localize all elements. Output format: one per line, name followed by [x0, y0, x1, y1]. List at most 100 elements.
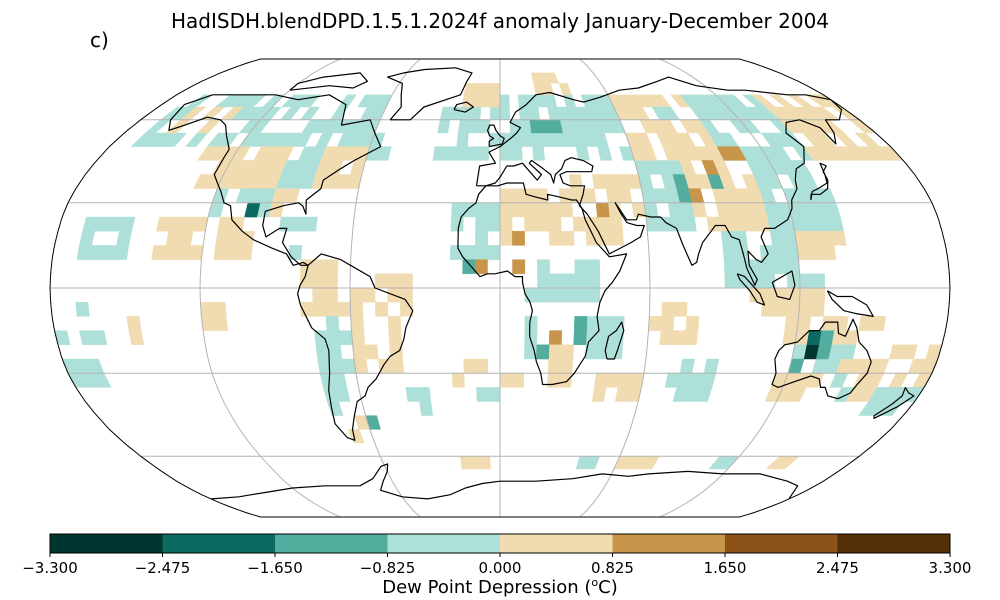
colorbar-label: Dew Point Depression (oC) — [382, 576, 618, 598]
anomaly-cell — [238, 245, 253, 260]
anomaly-cell — [605, 188, 621, 204]
anomaly-cell — [454, 146, 468, 161]
anomaly-cell — [727, 146, 747, 161]
anomaly-cell — [351, 330, 366, 345]
map-title: HadISDH.blendDPD.1.5.1.2024f anomaly Jan… — [170, 9, 830, 33]
anomaly-cell — [535, 188, 549, 204]
anomaly-cell — [701, 160, 720, 175]
colorbar-segment — [612, 534, 725, 553]
anomaly-cell — [347, 429, 365, 444]
anomaly-cell — [524, 287, 538, 303]
colorbar-segment — [50, 534, 163, 553]
coastline — [387, 67, 473, 121]
anomaly-cell — [796, 316, 812, 331]
anomaly-cell — [362, 287, 376, 303]
anomaly-cell — [773, 301, 788, 317]
anomaly-cell — [201, 316, 216, 331]
anomaly-cell — [833, 132, 859, 147]
coastline — [826, 290, 874, 317]
anomaly-cell — [610, 231, 624, 246]
anomaly-cell — [54, 330, 71, 345]
anomaly-cell — [78, 231, 96, 246]
anomaly-cell — [512, 259, 526, 275]
anomaly-cell — [785, 259, 800, 275]
anomaly-cell — [609, 344, 623, 360]
anomaly-cell — [536, 216, 550, 232]
anomaly-cell — [326, 330, 341, 345]
anomaly-cell — [548, 330, 563, 345]
coastline — [604, 321, 625, 360]
anomaly-cell — [479, 456, 491, 470]
anomaly-cell — [499, 146, 512, 161]
anomaly-cell — [499, 231, 513, 246]
anomaly-cell — [772, 245, 787, 260]
anomaly-cell — [548, 231, 563, 246]
anomaly-cell — [350, 301, 364, 317]
anomaly-cell — [324, 273, 338, 289]
anomaly-cell — [574, 287, 588, 303]
anomaly-cell — [720, 231, 736, 246]
anomaly-cell — [75, 301, 90, 317]
coastline — [453, 101, 474, 113]
anomaly-cell — [811, 287, 826, 303]
anomaly-cell — [91, 330, 108, 345]
panel-label: c) — [90, 28, 109, 52]
anomaly-cell — [487, 202, 501, 218]
anomaly-cell — [456, 132, 469, 147]
anomaly-cell — [151, 245, 167, 260]
anomaly-cell — [597, 146, 613, 161]
anomaly-cell — [598, 316, 613, 331]
anomaly-cell — [376, 146, 392, 161]
anomaly-cell — [475, 216, 489, 232]
anomaly-cell — [532, 146, 546, 161]
anomaly-cell — [488, 387, 501, 402]
anomaly-cell — [509, 119, 522, 134]
anomaly-cell — [549, 287, 563, 303]
anomaly-cell — [798, 301, 813, 317]
anomaly-cell — [352, 344, 367, 360]
anomaly-cell — [574, 273, 588, 289]
anomaly-cell — [520, 132, 533, 147]
anomaly-cell — [587, 287, 601, 303]
anomaly-cell — [761, 259, 775, 275]
anomaly-cell — [799, 273, 813, 289]
anomaly-cell — [586, 259, 601, 275]
anomaly-cell — [536, 344, 550, 360]
anomaly-cell — [560, 344, 574, 360]
anomaly-cell — [288, 245, 303, 260]
anomaly-cell — [512, 231, 525, 246]
anomaly-cell — [591, 387, 607, 402]
anomaly-cell — [723, 259, 738, 275]
anomaly-cell — [706, 216, 722, 232]
anomaly-cell — [724, 273, 738, 289]
anomaly-cell — [528, 106, 541, 120]
anomaly-cell — [736, 259, 750, 275]
anomaly-cell — [683, 330, 699, 345]
coastline — [475, 76, 843, 286]
anomaly-cell — [184, 132, 209, 147]
anomaly-cell — [858, 316, 874, 331]
anomaly-cell — [561, 231, 575, 246]
anomaly-cell — [349, 287, 363, 303]
anomaly-cell — [76, 245, 92, 260]
coastline — [297, 253, 414, 441]
anomaly-cell — [703, 358, 720, 374]
anomaly-cell — [472, 83, 484, 96]
anomaly-cell — [350, 316, 365, 331]
anomaly-cell — [537, 287, 551, 303]
anomaly-cell — [574, 316, 588, 331]
anomaly-cell — [648, 316, 662, 331]
anomaly-cell — [325, 316, 340, 331]
anomaly-cell — [374, 301, 389, 317]
anomaly-cell — [114, 245, 129, 260]
colorbar-tick-label: −1.650 — [247, 559, 303, 577]
anomaly-cell — [597, 216, 611, 232]
coastlines — [168, 67, 915, 500]
anomaly-cell — [517, 94, 529, 108]
anomaly-cell — [559, 202, 574, 218]
anomaly-cell — [215, 231, 231, 246]
anomaly-cell — [574, 259, 588, 275]
anomaly-cell — [761, 287, 776, 303]
anomaly-cell — [548, 216, 562, 232]
